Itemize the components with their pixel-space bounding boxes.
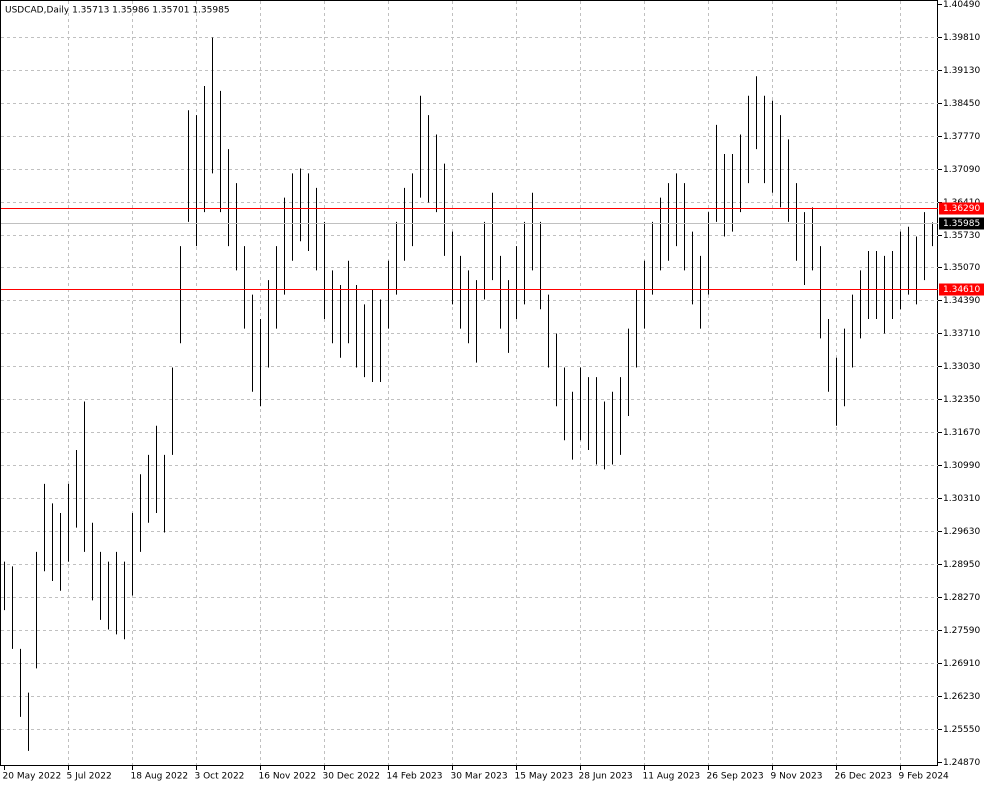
y-tick-label: 1.37770 xyxy=(943,132,980,142)
x-tick-label: 5 Jul 2022 xyxy=(67,772,112,782)
y-tick-label: 1.31670 xyxy=(943,428,980,438)
level-label: 1.34610 xyxy=(943,285,980,295)
y-tick-label: 1.26910 xyxy=(943,659,980,669)
y-tick-label: 1.28270 xyxy=(943,593,980,603)
level-label: 1.36290 xyxy=(943,204,980,214)
chart-title: USDCAD,Daily 1.35713 1.35986 1.35701 1.3… xyxy=(5,6,230,16)
y-tick-label: 1.38450 xyxy=(943,99,980,109)
x-tick-label: 20 May 2022 xyxy=(3,772,62,782)
y-tick-label: 1.28950 xyxy=(943,560,980,570)
x-tick-label: 11 Aug 2023 xyxy=(643,772,701,782)
x-tick-label: 28 Jun 2023 xyxy=(579,772,633,782)
y-tick-label: 1.40490 xyxy=(943,0,980,10)
y-tick-label: 1.39810 xyxy=(943,33,980,43)
x-tick-label: 30 Mar 2023 xyxy=(451,772,508,782)
x-tick-label: 26 Sep 2023 xyxy=(707,772,764,782)
y-tick-label: 1.35730 xyxy=(943,231,980,241)
y-tick-label: 1.30990 xyxy=(943,461,980,471)
y-tick-label: 1.39130 xyxy=(943,66,980,76)
y-tick-label: 1.24870 xyxy=(943,758,980,768)
last-price-label: 1.35985 xyxy=(943,219,980,229)
y-tick-label: 1.34390 xyxy=(943,296,980,306)
x-tick-label: 16 Nov 2022 xyxy=(259,772,317,782)
y-tick-label: 1.26230 xyxy=(943,692,980,702)
plot-frame xyxy=(0,0,938,766)
level-label-box xyxy=(939,202,984,215)
y-tick-label: 1.35070 xyxy=(943,263,980,273)
x-tick-label: 26 Dec 2023 xyxy=(835,772,893,782)
x-tick-label: 30 Dec 2022 xyxy=(323,772,381,782)
x-tick-label: 18 Aug 2022 xyxy=(131,772,189,782)
level-label-box xyxy=(939,283,984,296)
x-tick-label: 14 Feb 2023 xyxy=(387,772,443,782)
y-tick-label: 1.33710 xyxy=(943,329,980,339)
y-tick-label: 1.32350 xyxy=(943,395,980,405)
y-tick-label: 1.33030 xyxy=(943,362,980,372)
y-tick-label: 1.37090 xyxy=(943,165,980,175)
x-tick-label: 9 Nov 2023 xyxy=(771,772,823,782)
y-tick-label: 1.29630 xyxy=(943,527,980,537)
x-tick-label: 3 Oct 2022 xyxy=(195,772,245,782)
x-tick-label: 15 May 2023 xyxy=(515,772,574,782)
last-price-box xyxy=(939,217,984,230)
x-tick-label: 9 Feb 2024 xyxy=(899,772,950,782)
y-tick-label: 1.30310 xyxy=(943,494,980,504)
y-tick-label: 1.25550 xyxy=(943,725,980,735)
y-tick-label: 1.27590 xyxy=(943,626,980,636)
